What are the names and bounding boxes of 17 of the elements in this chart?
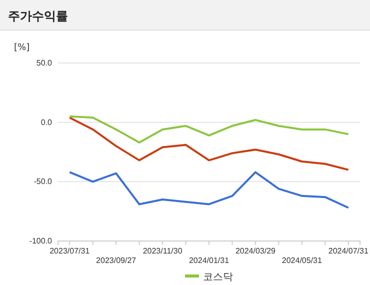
- x-tick-label: 2024/01/31: [188, 256, 230, 266]
- x-tick-label: 2024/03/29: [235, 246, 276, 256]
- line-series: [68, 116, 350, 171]
- x-tick-label: 2024/05/31: [282, 256, 322, 266]
- x-tick-label: 2023/11/30: [142, 246, 183, 256]
- x-tick-label: 2024/07/31: [328, 246, 369, 256]
- chart-title: 주가수익률: [8, 9, 68, 23]
- y-tick-label: -100.0: [29, 236, 53, 246]
- y-tick-label: -50.0: [34, 177, 53, 186]
- x-tick-label: 2023/09/27: [96, 256, 137, 266]
- x-tick-label: 2023/07/31: [50, 246, 90, 256]
- y-tick-label: 50.0: [36, 58, 53, 68]
- y-tick-label: 0.0: [40, 118, 53, 127]
- line-series: [68, 171, 350, 209]
- legend-label: 코스닥: [203, 272, 233, 283]
- y-axis-title: [%]: [14, 43, 30, 53]
- line-series: [68, 115, 350, 144]
